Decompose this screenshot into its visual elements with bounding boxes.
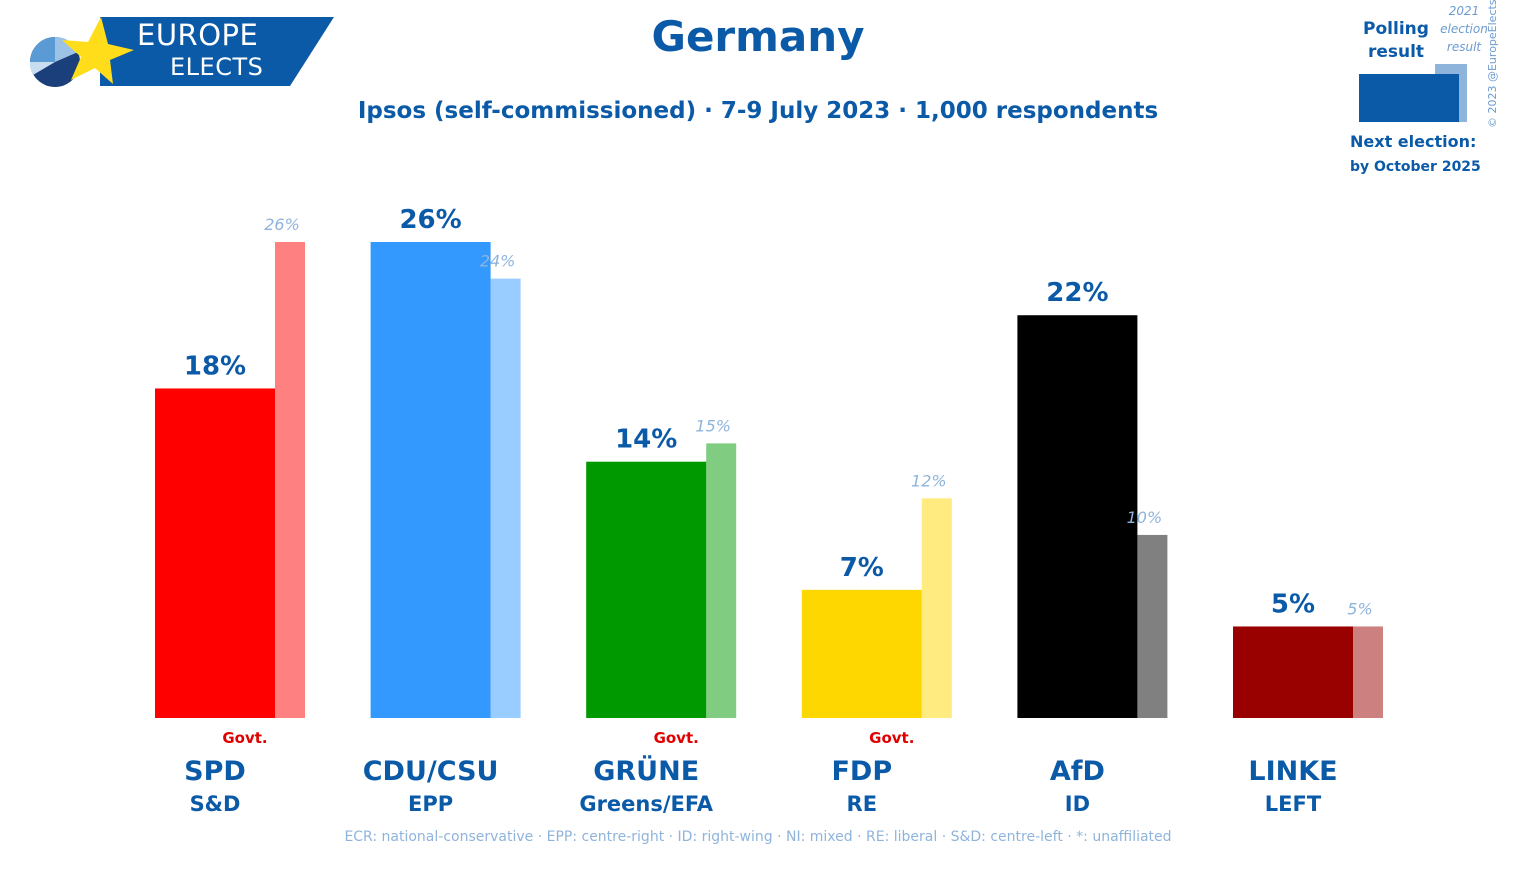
party-name-spd: SPD — [184, 756, 246, 787]
data-label-previous-fdp: 12% — [911, 471, 947, 490]
party-name-cdu-csu: CDU/CSU — [363, 756, 499, 787]
bar-poll-linke — [1233, 626, 1353, 718]
bar-poll-spd — [155, 388, 275, 718]
party-name-gr-ne: GRÜNE — [593, 754, 699, 787]
party-group-afd: ID — [1065, 792, 1090, 816]
bar-previous-spd — [275, 242, 305, 718]
govt-badge-spd: Govt. — [222, 729, 267, 747]
data-label-previous-afd: 10% — [1127, 508, 1163, 527]
logo-text-europe: EUROPE — [137, 18, 259, 52]
party-name-linke: LINKE — [1248, 756, 1337, 787]
data-label-poll-spd: 18% — [184, 351, 246, 381]
bar-poll-fdp — [801, 589, 922, 718]
logo-graphic — [29, 17, 334, 87]
next-election-label: Next election: — [1350, 132, 1477, 151]
bar-previous-linke — [1353, 626, 1383, 718]
party-name-afd: AfD — [1050, 756, 1105, 787]
group-legend-footnote: ECR: national-conservative · EPP: centre… — [344, 829, 1172, 845]
data-label-previous-linke: 5% — [1347, 599, 1372, 618]
data-label-poll-gr-ne: 14% — [615, 425, 677, 455]
govt-badge-gr-ne: Govt. — [654, 729, 699, 747]
data-label-previous-gr-ne: 15% — [695, 416, 731, 435]
party-name-fdp: FDP — [831, 756, 892, 787]
data-label-poll-cdu-csu: 26% — [399, 205, 461, 235]
legend-polling-label: Polling result — [1363, 19, 1429, 62]
bar-poll-afd — [1017, 315, 1138, 718]
next-election-date: by October 2025 — [1350, 159, 1481, 175]
party-group-gr-ne: Greens/EFA — [579, 792, 713, 816]
bar-previous-fdp — [921, 498, 952, 718]
party-group-linke: LEFT — [1265, 792, 1322, 816]
data-label-previous-cdu-csu: 24% — [480, 252, 516, 271]
data-label-previous-spd: 26% — [264, 215, 300, 234]
page-subtitle: Ipsos (self-commissioned) · 7-9 July 202… — [357, 98, 1159, 124]
legend-previous-label: 2021 election result — [1440, 4, 1488, 54]
data-label-poll-linke: 5% — [1271, 589, 1315, 619]
party-group-spd: S&D — [190, 792, 241, 816]
data-label-poll-fdp: 7% — [840, 553, 884, 583]
bar-previous-afd — [1137, 534, 1168, 718]
govt-badge-fdp: Govt. — [869, 729, 914, 747]
legend-swatches — [1359, 64, 1467, 122]
logo-text-elects: ELECTS — [170, 53, 264, 81]
page-title: Germany — [651, 12, 865, 61]
europe-elects-logo: EUROPE ELECTS — [0, 0, 340, 95]
legend-polling-swatch — [1359, 74, 1459, 122]
bar-poll-gr-ne — [586, 461, 707, 718]
party-group-fdp: RE — [847, 792, 878, 816]
bar-poll-cdu-csu — [370, 242, 491, 718]
bar-previous-gr-ne — [706, 443, 737, 718]
data-label-poll-afd: 22% — [1046, 278, 1108, 308]
bar-previous-cdu-csu — [490, 278, 521, 718]
party-group-cdu-csu: EPP — [408, 792, 453, 816]
